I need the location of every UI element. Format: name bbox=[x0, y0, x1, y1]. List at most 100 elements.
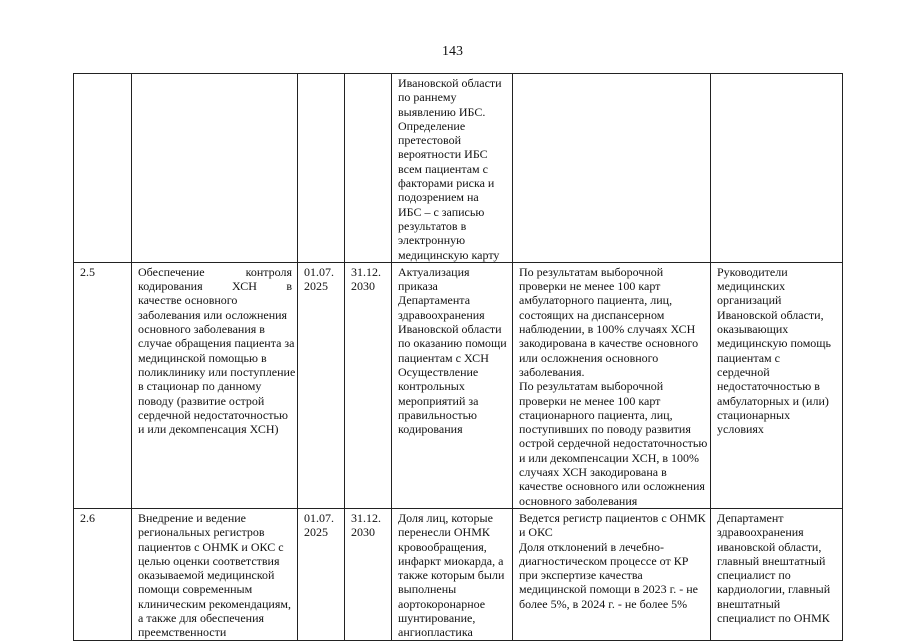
cell-line: 2025 bbox=[304, 279, 328, 294]
cell-line: 01.07. bbox=[304, 264, 334, 279]
cell-line: а также для обеспечения bbox=[138, 610, 265, 625]
cell-line: выполнены bbox=[398, 582, 457, 597]
cell-line: перенесли ОНМК bbox=[398, 525, 490, 540]
cell-line: пациентам с ХСН bbox=[398, 350, 489, 365]
cell-line: внештатный bbox=[717, 596, 781, 611]
cell-line: 2030 bbox=[351, 279, 375, 294]
table-row: Ивановской области по раннему выявлению ИБ… bbox=[73, 73, 843, 263]
cell-line: Актуализация bbox=[398, 264, 470, 279]
cell-line: Осуществление bbox=[398, 364, 479, 379]
cell-line: пациентов с ОНМК и ОКС с bbox=[138, 539, 284, 554]
cell-task bbox=[131, 73, 298, 263]
cell-line: вероятности ИБС bbox=[398, 147, 488, 162]
measures-table: Ивановской области по раннему выявлению ИБ… bbox=[73, 73, 843, 641]
cell-line: По результатам выборочной bbox=[519, 264, 664, 279]
cell-line: Руководители bbox=[717, 264, 788, 279]
cell-line: 31.12. bbox=[351, 264, 381, 279]
cell-line: Ведется регистр пациентов с ОНМК bbox=[519, 510, 706, 525]
cell-line: региональных регистров bbox=[138, 525, 265, 540]
cell-line: медицинской помощи в 2023 г. - не bbox=[519, 582, 698, 597]
cell-line: 2.6 bbox=[80, 510, 95, 525]
cell-line: случаях ХСН закодирована в bbox=[519, 465, 667, 480]
cell-line: контрольных bbox=[398, 379, 465, 394]
cell-line: Доля отклонений в лечебно- bbox=[519, 539, 665, 554]
cell-line: качестве основного или осложнения bbox=[519, 479, 705, 494]
cell-line: проверки не менее 100 карт bbox=[519, 393, 661, 408]
cell-line: медицинскую карту bbox=[398, 247, 500, 262]
cell-line: и ОКС bbox=[519, 525, 553, 540]
cell-line: оказывающих bbox=[717, 322, 789, 337]
cell-line: поликлинику или поступление bbox=[138, 364, 296, 379]
cell-line: и или декомпенсации ХСН, в 100% bbox=[519, 450, 700, 465]
cell-line: правильностью bbox=[398, 407, 478, 422]
cell-line: наблюдении, в 100% случаях ХСН bbox=[519, 322, 696, 337]
cell-end bbox=[344, 73, 392, 263]
cell-line: основного заболевания bbox=[519, 493, 638, 508]
cell-line: специалист по ОНМК bbox=[717, 610, 830, 625]
cell-result: Ведется регистр пациентов с ОНМК и ОКС Дол… bbox=[512, 507, 711, 641]
cell-result bbox=[512, 73, 711, 263]
cell-line: аортокоронарное bbox=[398, 596, 486, 611]
cell-line: Ивановской области bbox=[398, 76, 502, 90]
cell-line: клиническим рекомендациям, bbox=[138, 596, 291, 611]
table-row: 2.5 Обеспечение контроля кодирования ХСН в… bbox=[73, 261, 843, 509]
cell-line: стационарных bbox=[717, 407, 791, 422]
cell-line: мероприятий за bbox=[398, 393, 479, 408]
cell-line: кодирования bbox=[398, 422, 463, 437]
cell-end: 31.12. 2030 bbox=[344, 507, 392, 641]
cell-line: качестве основного bbox=[138, 293, 238, 308]
cell-line: диагностическом процессе от КР bbox=[519, 553, 689, 568]
cell-line: ИБС – с записью bbox=[398, 204, 485, 219]
cell-line: 2030 bbox=[351, 525, 375, 540]
cell-line: поводу (развитие острой bbox=[138, 393, 265, 408]
cell-line: всем пациентам с bbox=[398, 161, 488, 176]
cell-line: помощи современным bbox=[138, 582, 253, 597]
table-row: 2.6 Внедрение и ведение региональных регис… bbox=[73, 507, 843, 641]
cell-line: закодирована в качестве основного bbox=[519, 336, 699, 351]
cell-line: также которым были bbox=[398, 568, 505, 583]
cell-line: Обеспечение контроля bbox=[138, 264, 292, 279]
cell-line: стационарного пациента, лиц, bbox=[519, 407, 673, 422]
cell-line: Департамент bbox=[717, 510, 784, 525]
cell-num: 2.6 bbox=[73, 507, 132, 641]
cell-line: инфаркт миокарда, а bbox=[398, 553, 504, 568]
cell-start: 01.07. 2025 bbox=[297, 261, 345, 509]
cell-line: организаций bbox=[717, 293, 782, 308]
cell-responsible bbox=[710, 73, 843, 263]
cell-line: 2.5 bbox=[80, 264, 95, 279]
cell-line: основного заболевания в bbox=[138, 322, 265, 337]
cell-line: медицинских bbox=[717, 279, 786, 294]
cell-line: главный внештатный bbox=[717, 553, 826, 568]
cell-line: здравоохранения bbox=[398, 307, 485, 322]
cell-result: По результатам выборочной проверки не мен… bbox=[512, 261, 711, 509]
cell-line: Внедрение и ведение bbox=[138, 510, 246, 525]
cell-line: кардиологии, главный bbox=[717, 582, 831, 597]
cell-responsible: Департамент здравоохранения ивановской обл… bbox=[710, 507, 843, 641]
cell-line: претестовой bbox=[398, 133, 462, 148]
cell-line: при экспертизе качества bbox=[519, 568, 643, 583]
cell-start: 01.07. 2025 bbox=[297, 507, 345, 641]
page-number: 143 bbox=[442, 44, 463, 59]
cell-action: Актуализация приказа Департамента здравоохр… bbox=[391, 261, 513, 509]
cell-line: подозрением на bbox=[398, 190, 479, 205]
cell-line: Доля лиц, которые bbox=[398, 510, 493, 525]
cell-line: Ивановской области, bbox=[717, 307, 824, 322]
cell-line: Ивановской области bbox=[398, 322, 502, 337]
cell-line: выявлению ИБС. bbox=[398, 104, 486, 119]
cell-line: сердечной bbox=[717, 364, 770, 379]
cell-line: кровообращения, bbox=[398, 539, 487, 554]
cell-line: медицинской помощью в bbox=[138, 350, 267, 365]
cell-start bbox=[297, 73, 345, 263]
cell-line: недостаточностью в bbox=[717, 379, 820, 394]
cell-line: факторами риска и bbox=[398, 176, 495, 191]
cell-line: шунтирование, bbox=[398, 610, 476, 625]
cell-line: 31.12. bbox=[351, 510, 381, 525]
cell-action: Доля лиц, которые перенесли ОНМК кровообра… bbox=[391, 507, 513, 641]
cell-line: случае обращения пациента за bbox=[138, 336, 295, 351]
cell-line: Департамента bbox=[398, 293, 471, 308]
cell-line: целью оценки соответствия bbox=[138, 553, 280, 568]
cell-line: ангиопластика bbox=[398, 625, 473, 640]
cell-line: амбулаторных и (или) bbox=[717, 393, 829, 408]
cell-line: электронную bbox=[398, 233, 466, 248]
cell-line: острой сердечной недостаточностью bbox=[519, 436, 708, 451]
